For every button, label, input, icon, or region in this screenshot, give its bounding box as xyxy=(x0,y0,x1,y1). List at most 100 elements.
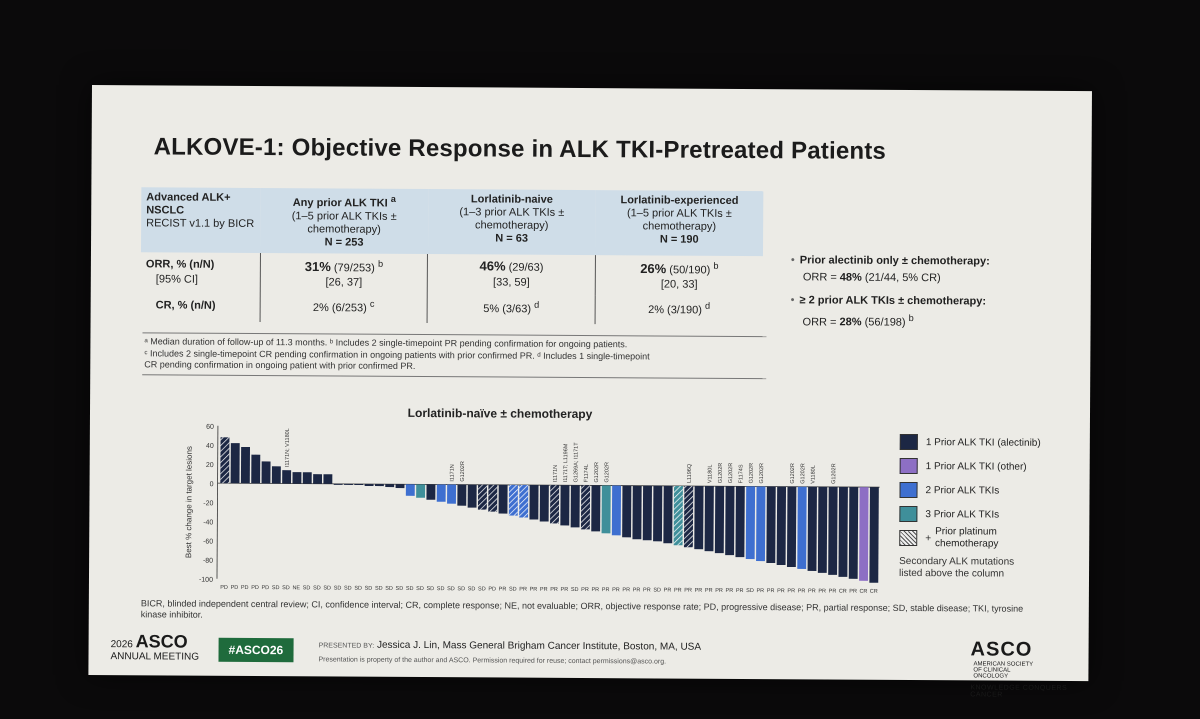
bar xyxy=(622,485,632,538)
bar xyxy=(395,484,405,489)
mutation-label: G1202R xyxy=(831,463,837,484)
category-label: PR xyxy=(674,588,682,594)
cr-cell-experienced: 2% (3/190) d xyxy=(594,295,763,326)
category-label: PR xyxy=(664,588,672,594)
category-label: PD xyxy=(241,585,249,591)
asco-tagline: KNOWLEDGE CONQUERS CANCER xyxy=(970,684,1068,699)
legend-item: 3 Prior ALK TKIs xyxy=(899,502,1040,527)
mutation-label: G1269A; I1171T xyxy=(573,442,579,483)
bullet-label: Prior alectinib only ± chemotherapy: xyxy=(799,254,990,268)
category-label: PD xyxy=(488,586,496,592)
bar xyxy=(529,485,539,520)
category-label: PR xyxy=(540,587,548,593)
bar xyxy=(333,483,343,485)
column-name: Any prior ALK TKI xyxy=(292,196,388,210)
summary-bullets: • Prior alectinib only ± chemotherapy: OR… xyxy=(790,252,990,338)
table-header-first: Advanced ALK+ NSCLC RECIST v1.1 by BICR xyxy=(140,187,261,253)
mutation-label: G1202R xyxy=(749,463,755,484)
bar xyxy=(601,485,611,534)
orr-ci: [20, 33] xyxy=(660,278,698,292)
legend-label: 1 Prior ALK TKI (other) xyxy=(925,460,1027,473)
bar-hatch xyxy=(488,484,498,512)
header-first-label: Advanced ALK+ NSCLC xyxy=(146,191,231,217)
mutation-label: G1202R xyxy=(604,462,610,483)
y-tick-label: -20 xyxy=(203,500,213,507)
meeting-name: ASCO xyxy=(135,631,188,652)
legend-swatch xyxy=(899,481,918,499)
category-label: PR xyxy=(561,587,569,593)
column-n: N = 63 xyxy=(495,232,529,245)
bar xyxy=(632,485,642,540)
y-tick-label: 40 xyxy=(206,443,214,450)
bar xyxy=(776,486,787,566)
column-n: N = 253 xyxy=(324,236,364,249)
legend-item: 1 Prior ALK TKI (other) xyxy=(899,454,1041,479)
asco-logo: ASCOAMERICAN SOCIETY OF CLINICAL ONCOLOG… xyxy=(970,638,1070,699)
category-label: SD xyxy=(282,585,290,591)
asco-logo-sub: AMERICAN SOCIETY OF CLINICAL ONCOLOGY xyxy=(973,661,1034,680)
orr-cell-experienced: 26% (50/190) b [20, 33] xyxy=(595,254,763,297)
abbreviations: BICR, blinded independent central review… xyxy=(140,598,1024,620)
cr-cell-any: 2% (6/253) c xyxy=(259,293,428,324)
bar xyxy=(447,484,457,504)
mutation-label: V1180L xyxy=(811,465,817,484)
meeting-logo: 2026 ASCO ANNUAL MEETING xyxy=(110,631,199,664)
legend-swatch xyxy=(899,433,918,451)
category-label: PR xyxy=(787,588,795,594)
bar xyxy=(714,486,725,554)
row-label-cr: CR, % (n/N) xyxy=(141,293,260,322)
orr-nn: (50/190) xyxy=(669,263,711,277)
bar xyxy=(385,484,395,488)
bar-hatch xyxy=(508,484,518,516)
category-label: PR xyxy=(767,588,775,594)
slide-footer: 2026 ASCO ANNUAL MEETING #ASCO26 PRESENT… xyxy=(110,631,1070,698)
y-axis-label: Best % change in target lesions xyxy=(184,446,194,558)
y-tick-label: -80 xyxy=(203,558,213,565)
category-label: SD xyxy=(313,585,321,591)
mutation-label: V1180L xyxy=(707,465,713,484)
orr-ci: [33, 59] xyxy=(493,276,530,289)
category-label: SD xyxy=(334,585,342,591)
category-label: PR xyxy=(643,587,651,593)
bar xyxy=(570,485,580,528)
mutation-label: I1171N; V1180L xyxy=(285,428,291,467)
column-sup: a xyxy=(390,193,396,204)
table-row-cr: CR, % (n/N) 2% (6/253) c 5% (3/63) d 2% … xyxy=(141,293,763,326)
category-label: SD xyxy=(323,585,331,591)
cr-sup: d xyxy=(704,301,711,312)
category-label: PR xyxy=(684,588,692,594)
bar xyxy=(271,466,281,484)
category-label: SD xyxy=(396,586,404,592)
mutation-label: F1174L xyxy=(584,464,590,482)
mutation-label: I1171T; L1196M xyxy=(563,443,569,482)
category-label: SD xyxy=(416,586,424,592)
category-label: PR xyxy=(777,588,785,594)
column-header-lorlatinib-experienced: Lorlatinib-experienced (1–5 prior ALK TK… xyxy=(595,190,764,256)
mutation-label: L1196Q xyxy=(687,463,693,483)
bullet-value-post: (56/198) xyxy=(861,316,906,329)
bar xyxy=(261,461,271,484)
bar xyxy=(344,483,353,485)
category-label: SD xyxy=(303,585,311,591)
category-label: SD xyxy=(478,586,486,592)
cr-sup: c xyxy=(369,299,375,310)
bar xyxy=(457,484,467,506)
category-label: PR xyxy=(736,588,744,594)
asco-logo-text: ASCO xyxy=(970,638,1033,661)
bar xyxy=(240,446,251,484)
category-label: SD xyxy=(437,586,445,592)
mutation-label: G1202R xyxy=(790,463,796,484)
hatch-mark: + xyxy=(925,532,932,544)
presenter-name: Jessica J. Lin, Mass General Brigham Can… xyxy=(376,639,702,653)
orr-sup: b xyxy=(713,260,719,271)
category-label: PR xyxy=(829,589,837,595)
bullet-dot: • xyxy=(790,294,795,307)
legend-swatch xyxy=(899,457,918,475)
bullet-two-prior: • ≥ 2 prior ALK TKIs ± chemotherapy: ORR … xyxy=(791,292,990,332)
mutation-label: F1174S xyxy=(738,464,744,483)
mutation-labels: I1171N; V1180L I1171N G1202R I1171N I1171T; … xyxy=(285,428,838,484)
category-label: PR xyxy=(818,588,826,594)
bar xyxy=(848,487,859,579)
bullet-dot: • xyxy=(790,254,795,267)
category-label: SD xyxy=(375,586,383,592)
